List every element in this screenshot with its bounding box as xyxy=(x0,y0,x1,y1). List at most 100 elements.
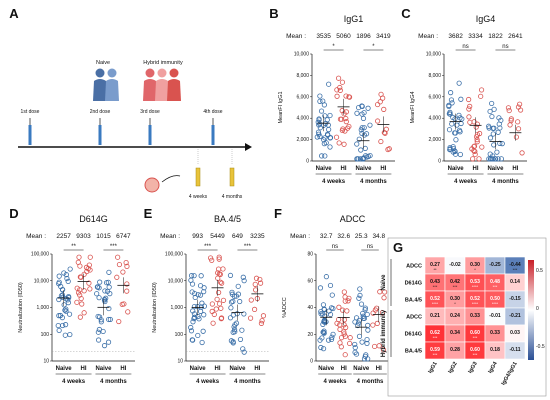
data-point xyxy=(515,126,522,132)
data-point xyxy=(363,352,369,358)
data-point xyxy=(327,144,333,150)
x-tick-label: HI xyxy=(376,366,382,372)
data-point xyxy=(342,333,348,339)
x-tick-label: HI xyxy=(380,166,386,172)
data-point xyxy=(320,329,326,335)
mean-label: Mean : xyxy=(290,233,310,240)
panel-letter-c: C xyxy=(401,6,411,21)
data-point xyxy=(215,266,222,272)
data-point xyxy=(357,156,363,162)
naive-person-2-icon-body xyxy=(105,79,119,101)
data-point xyxy=(360,313,366,319)
data-point xyxy=(467,103,473,109)
data-point xyxy=(344,308,350,314)
data-point xyxy=(106,316,112,323)
data-point xyxy=(374,118,381,124)
data-point xyxy=(323,140,329,146)
x-tick-label: Naive xyxy=(56,366,73,372)
x-tick-label: HI xyxy=(341,166,347,172)
data-point xyxy=(81,288,87,294)
mean-value: 32.6 xyxy=(337,233,350,240)
data-point xyxy=(104,288,111,295)
heatmap-value: 0.21 xyxy=(430,313,440,319)
data-point xyxy=(488,156,494,162)
data-point xyxy=(97,314,103,320)
data-point xyxy=(191,273,197,279)
data-point xyxy=(490,125,496,131)
data-point xyxy=(251,306,258,312)
mean-label: Mean : xyxy=(418,33,438,40)
x-tick-label: Naive xyxy=(487,166,504,172)
data-point xyxy=(374,320,380,326)
data-point xyxy=(317,93,323,99)
data-point xyxy=(77,263,83,269)
timepoint-4-months: 4 months xyxy=(222,194,243,200)
data-point xyxy=(372,343,378,350)
data-point xyxy=(357,292,363,299)
data-point xyxy=(450,149,456,155)
data-point xyxy=(318,309,324,315)
heatmap-value: 0.52 xyxy=(430,296,440,302)
data-point xyxy=(314,134,320,140)
mean-value: 1896 xyxy=(356,33,371,40)
data-point xyxy=(495,156,501,162)
data-point xyxy=(317,121,323,127)
panel-e: E BA.4/5 Mean : 993 5449 649 3235 *** *** 10 100 1,… xyxy=(144,206,269,385)
naive-person-1-icon-body xyxy=(93,79,107,101)
data-point xyxy=(196,316,202,322)
data-point xyxy=(353,351,360,357)
data-point xyxy=(229,289,235,295)
data-point xyxy=(487,151,493,157)
y-tick-label: 8,000 xyxy=(428,73,441,79)
data-point xyxy=(197,292,204,298)
data-point xyxy=(341,317,348,323)
mean-label: Mean : xyxy=(286,33,306,40)
heatmap-row-label: D614G xyxy=(405,332,422,338)
data-point xyxy=(199,300,205,306)
x-tick-label: Naive xyxy=(355,166,372,172)
data-point xyxy=(209,308,215,314)
panel-letter-d: D xyxy=(9,206,18,221)
data-point xyxy=(235,291,242,297)
x-tick-label: Naive xyxy=(95,366,112,372)
data-point xyxy=(239,327,245,333)
heatmap-col-label: IgG1 xyxy=(427,361,438,375)
data-point xyxy=(321,317,328,323)
data-point xyxy=(356,333,363,339)
naive-person-1-icon-head xyxy=(95,68,105,78)
data-point xyxy=(496,115,502,121)
panel-title: IgG1 xyxy=(344,14,364,24)
data-point xyxy=(214,296,220,302)
data-point xyxy=(247,315,254,321)
data-point xyxy=(452,116,458,122)
data-point xyxy=(508,116,514,122)
mean-value: 3682 xyxy=(448,33,463,40)
data-point xyxy=(515,104,522,110)
data-point xyxy=(449,100,455,106)
data-point xyxy=(216,301,223,307)
data-point xyxy=(505,105,512,111)
virus-icon xyxy=(144,177,160,193)
data-point xyxy=(359,103,365,109)
data-point xyxy=(317,133,323,140)
data-point xyxy=(189,337,195,343)
data-point xyxy=(64,275,70,282)
data-point xyxy=(449,121,455,127)
data-point xyxy=(259,318,265,324)
data-point xyxy=(343,119,349,125)
data-point xyxy=(346,123,352,130)
condition-label: 4 weeks xyxy=(62,379,86,385)
heatmap-value: 0.30 xyxy=(470,262,480,268)
data-point xyxy=(77,287,83,293)
y-axis-label: %ADCC xyxy=(282,297,288,318)
heatmap-value: -0.44 xyxy=(509,262,521,268)
data-point xyxy=(340,307,346,313)
dose-label: 1st dose xyxy=(21,109,40,115)
mean-value: 5449 xyxy=(210,233,225,240)
y-tick-label: 40 xyxy=(307,305,313,311)
data-point xyxy=(316,122,322,128)
data-point xyxy=(453,137,459,143)
data-point xyxy=(337,87,343,93)
mean-label: Mean : xyxy=(160,233,180,240)
